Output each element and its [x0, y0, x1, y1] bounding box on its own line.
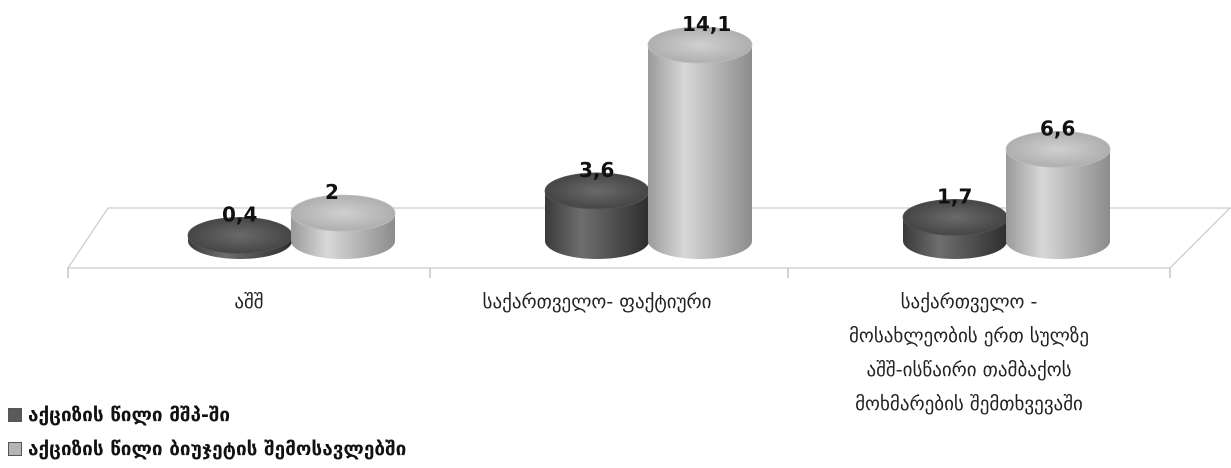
- value-label: 1,7: [937, 184, 972, 208]
- bar-1-1: [187, 217, 293, 259]
- category-label-3: მოსახლეობის ერთ სულზე: [849, 325, 1089, 347]
- legend-item-series-1: აქციზის წილი მშპ-ში: [8, 398, 406, 432]
- bar-1-3: [902, 198, 1008, 259]
- bar-body: [545, 190, 649, 259]
- bars-group: 0,4 3,6 1,7 2 14,1 6,6: [187, 12, 1111, 260]
- bar-2-3: [1005, 130, 1111, 259]
- value-label: 2: [325, 180, 339, 204]
- category-labels: აშშ საქართველო- ფაქტიური საქართველო - მოსახ…: [234, 291, 1089, 415]
- category-label-3: მოხმარების შემთხვევაში: [855, 393, 1083, 415]
- bar-2-1: [290, 194, 396, 259]
- bar-2-2: [647, 26, 753, 260]
- legend-label-series-1: აქციზის წილი მშპ-ში: [28, 404, 231, 426]
- legend-swatch-dark: [8, 408, 22, 422]
- chart-floor: [66, 207, 1231, 278]
- category-label-3: საქართველო -: [901, 291, 1038, 313]
- bar-body: [1006, 149, 1110, 259]
- value-label: 14,1: [682, 12, 731, 36]
- category-label-3: აშშ-ისწაირი თამბაქოს: [866, 359, 1071, 381]
- legend-label-series-2: აქციზის წილი ბიუჯეტის შემოსავლებში: [28, 438, 407, 460]
- legend-swatch-light: [8, 442, 22, 456]
- bar-1-2: [544, 172, 650, 259]
- category-label-2: საქართველო- ფაქტიური: [483, 291, 712, 313]
- value-label: 6,6: [1040, 116, 1075, 140]
- value-label: 0,4: [222, 202, 257, 226]
- category-label-1: აშშ: [234, 291, 263, 313]
- value-label: 3,6: [579, 158, 614, 182]
- bar-top: [647, 26, 753, 64]
- bar-top: [1005, 130, 1111, 168]
- bar-body: [648, 45, 752, 260]
- legend-item-series-2: აქციზის წილი ბიუჯეტის შემოსავლებში: [8, 432, 406, 466]
- bar-top: [290, 194, 396, 232]
- legend: აქციზის წილი მშპ-ში აქციზის წილი ბიუჯეტი…: [8, 398, 406, 466]
